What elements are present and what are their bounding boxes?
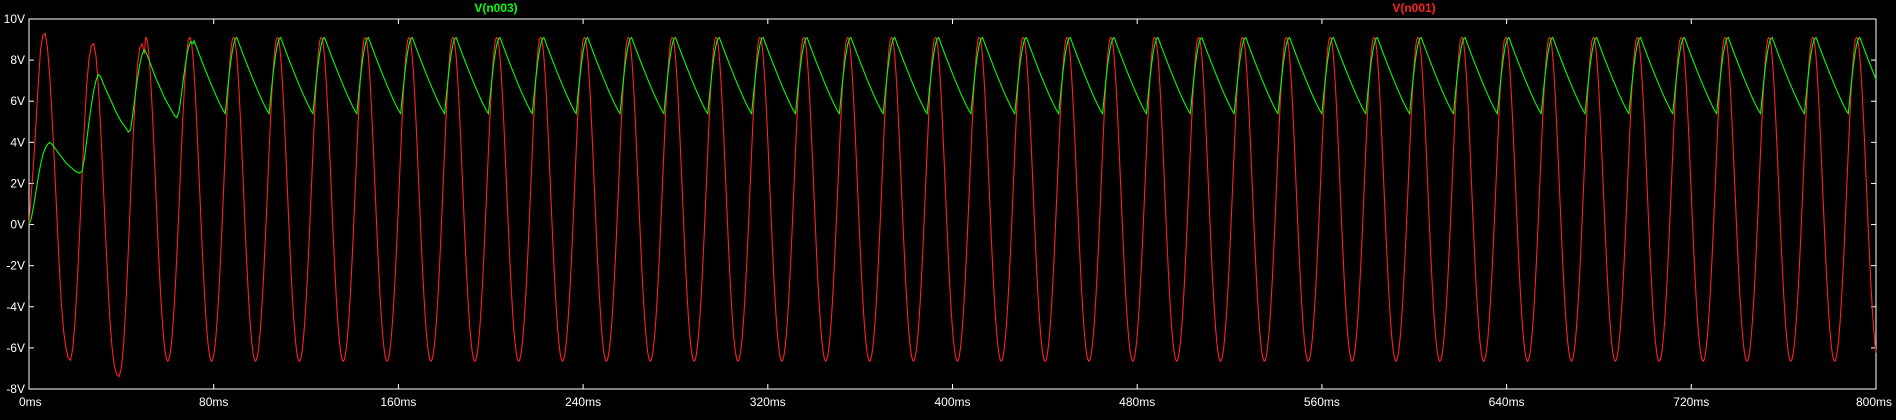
y-tick-label: 4V <box>10 135 25 149</box>
y-tick-label: 10V <box>4 12 25 26</box>
x-tick-label: 480ms <box>1119 395 1155 409</box>
x-tick-label: 640ms <box>1489 395 1525 409</box>
y-axis: 10V 8V 6V 4V 2V 0V -2V -4V -6V -8V <box>4 12 1876 396</box>
series-layer <box>28 32 1877 378</box>
x-tick-label: 400ms <box>934 395 970 409</box>
x-tick-label: 720ms <box>1673 395 1709 409</box>
y-tick-label: -8V <box>6 382 25 396</box>
y-tick-label: -6V <box>6 341 25 355</box>
legend-label-vn003[interactable]: V(n003) <box>474 1 517 15</box>
x-tick-label: 0ms <box>19 395 42 409</box>
legend: V(n003) V(n001) <box>474 1 1435 15</box>
x-tick-label: 80ms <box>199 395 228 409</box>
y-tick-label: 8V <box>10 53 25 67</box>
x-tick-label: 160ms <box>380 395 416 409</box>
x-tick-label: 320ms <box>750 395 786 409</box>
y-tick-label: -2V <box>6 259 25 273</box>
x-axis: 0ms 80ms 160ms 240ms 320ms 400ms 480ms 560ms 640… <box>19 19 1892 409</box>
y-tick-label: 2V <box>10 176 25 190</box>
y-tick-label: 6V <box>10 94 25 108</box>
series-line-vn001 <box>28 32 1877 378</box>
x-tick-label: 240ms <box>565 395 601 409</box>
x-tick-label: 560ms <box>1304 395 1340 409</box>
y-tick-label: 0V <box>10 218 25 232</box>
legend-label-vn001[interactable]: V(n001) <box>1392 1 1435 15</box>
y-tick-label: -4V <box>6 300 25 314</box>
x-tick-label: 800ms <box>1856 395 1892 409</box>
series-line-vn003 <box>28 36 1877 225</box>
